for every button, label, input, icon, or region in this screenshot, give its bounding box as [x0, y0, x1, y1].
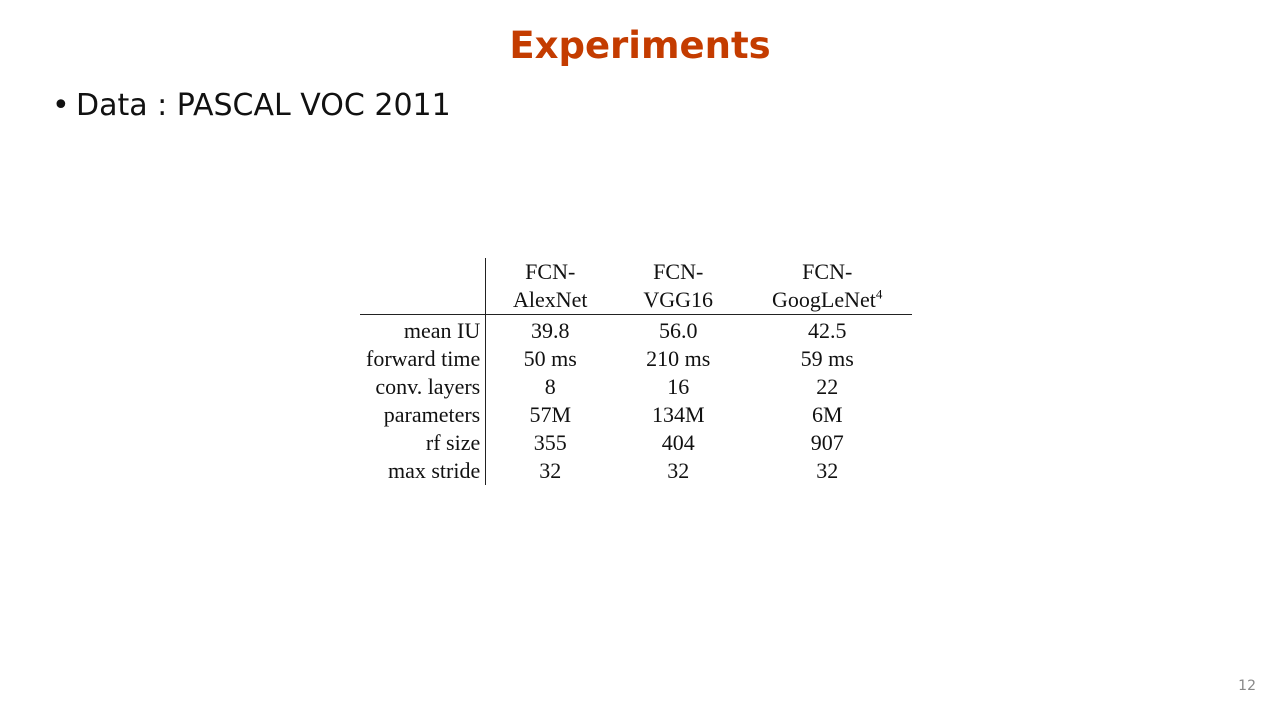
table-row: forward time 50 ms 210 ms 59 ms: [360, 345, 912, 373]
table-cell: 6M: [811, 402, 843, 427]
row-label: mean IU: [360, 314, 487, 345]
row-label: rf size: [360, 429, 487, 457]
row-label: max stride: [360, 457, 487, 485]
table-cell: 42.5: [807, 318, 847, 343]
column-header-line1: FCN-: [653, 259, 704, 284]
slide-title: Experiments: [509, 24, 771, 67]
table-cell: 39.8: [530, 318, 570, 343]
table-cell: 32: [667, 458, 690, 483]
table-cell: 22: [816, 374, 839, 399]
table-cell: 32: [539, 458, 562, 483]
row-label: conv. layers: [360, 373, 487, 401]
table-cell: 907: [810, 430, 844, 455]
column-header-line2: GoogLeNet4: [742, 286, 913, 315]
table-corner: [360, 286, 487, 315]
table-cell: 57M: [529, 402, 572, 427]
page-number: 12: [1238, 678, 1256, 694]
bullet-item: • Data : PASCAL VOC 2011: [52, 88, 451, 123]
row-label: forward time: [360, 345, 487, 373]
table-row: max stride 32 32 32: [360, 457, 912, 485]
table-row: parameters 57M 134M 6M: [360, 401, 912, 429]
table-row: rf size 355 404 907: [360, 429, 912, 457]
table-row: conv. layers 8 16 22: [360, 373, 912, 401]
table-cell: 32: [816, 458, 839, 483]
column-header-line1: FCN-: [525, 259, 576, 284]
table-cell: 404: [661, 430, 695, 455]
table-cell: 50 ms: [523, 346, 577, 371]
column-header-line1: FCN-: [802, 259, 853, 284]
column-header-line2: VGG16: [614, 286, 743, 315]
table-cell: 134M: [651, 402, 705, 427]
table-cell: 210 ms: [646, 346, 711, 371]
table-row: mean IU 39.8 56.0 42.5: [360, 314, 912, 345]
column-header-name: VGG16: [643, 287, 714, 312]
bullet-text: Data : PASCAL VOC 2011: [76, 88, 451, 123]
column-header-name: GoogLeNet: [772, 287, 876, 312]
table-corner: [360, 258, 487, 286]
column-header-line2: AlexNet: [485, 286, 615, 315]
table-cell-best: 56.0: [658, 318, 698, 343]
column-header-name: AlexNet: [512, 287, 588, 312]
footnote-marker: 4: [875, 286, 883, 302]
table-cell: 16: [667, 374, 690, 399]
table-cell: 59 ms: [800, 346, 854, 371]
results-table: FCN- FCN- FCN- AlexNet VGG16 GoogLeNet4 …: [360, 258, 913, 485]
bullet-dot-icon: •: [52, 88, 70, 123]
table-cell: 355: [533, 430, 567, 455]
row-label: parameters: [360, 401, 487, 429]
table-cell: 8: [544, 374, 556, 399]
